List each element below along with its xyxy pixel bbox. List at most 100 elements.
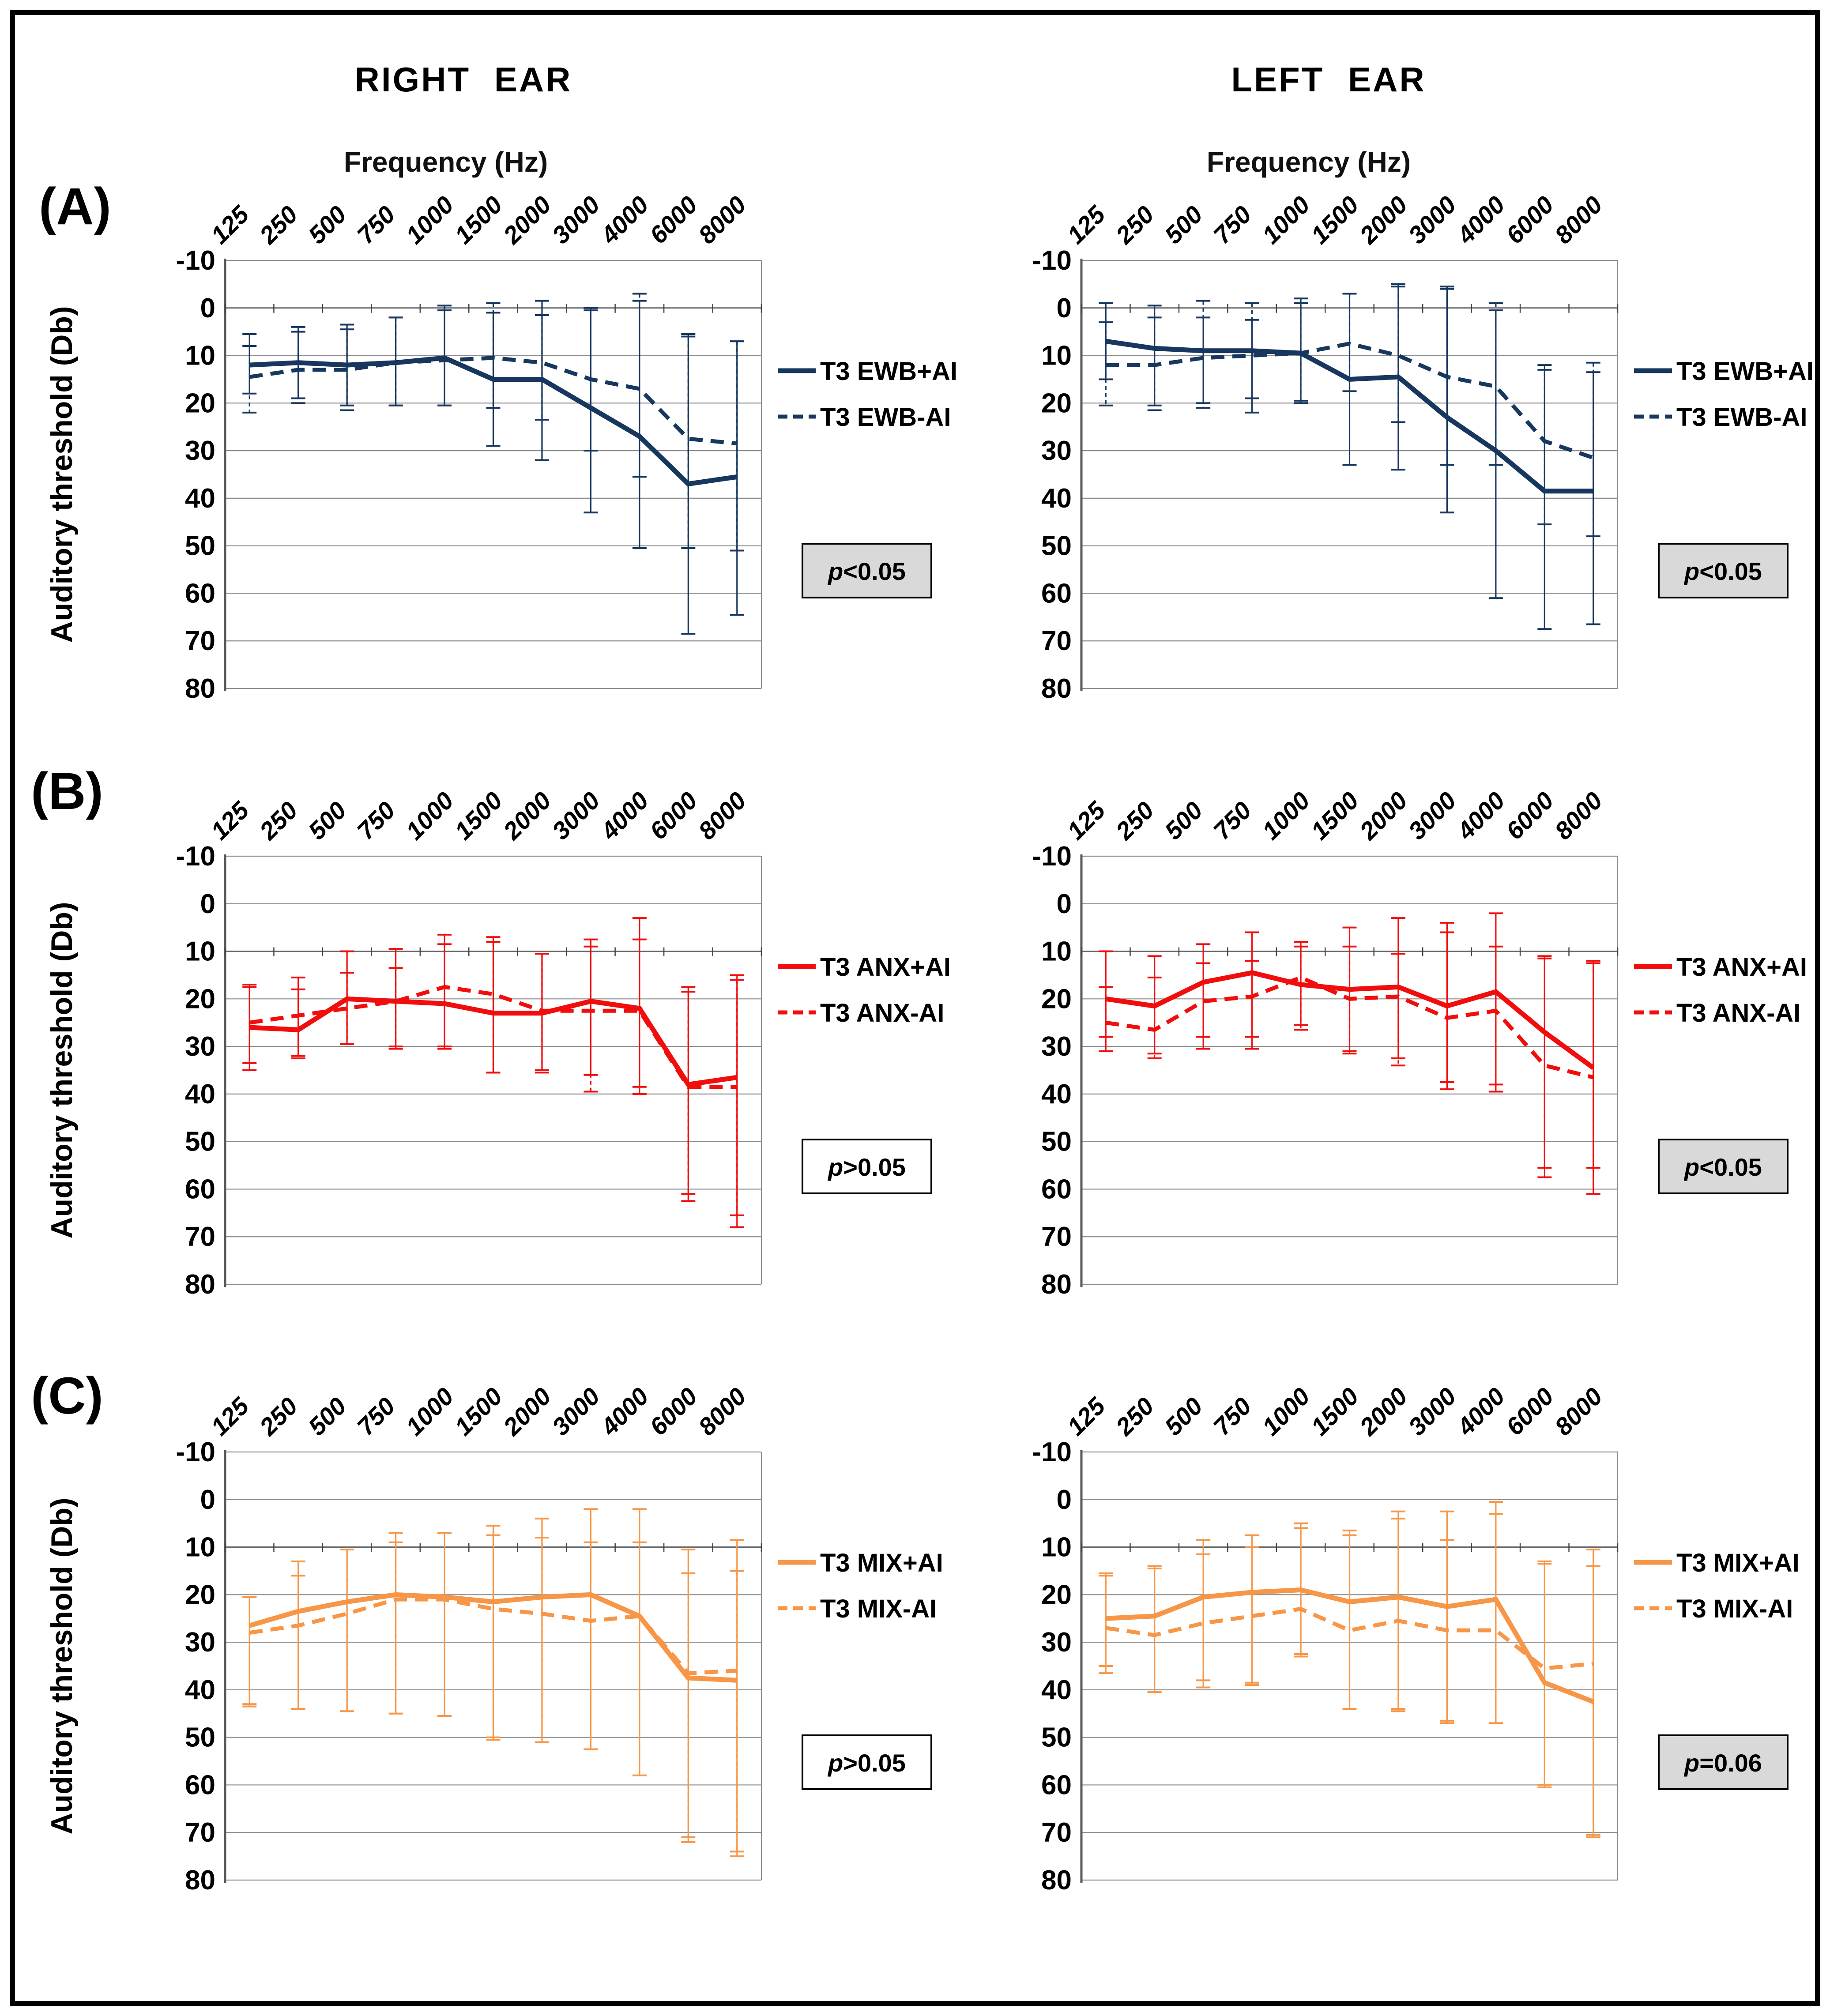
svg-text:10: 10 — [1041, 341, 1072, 371]
svg-text:T3 MIX+AI: T3 MIX+AI — [1676, 1549, 1800, 1577]
svg-text:2000: 2000 — [497, 191, 556, 249]
svg-text:2000: 2000 — [497, 786, 556, 845]
y-tick-labels: -10 0 10 20 30 40 50 60 70 80 — [1032, 841, 1072, 1300]
svg-text:250: 250 — [1110, 1392, 1159, 1441]
series-line-t3-anx-ai — [249, 985, 737, 1089]
svg-text:2000: 2000 — [497, 1382, 556, 1441]
svg-text:p<0.05: p<0.05 — [1683, 1153, 1762, 1181]
series-line-t3-ewb-ai — [1106, 342, 1594, 460]
svg-text:20: 20 — [1041, 388, 1072, 418]
series-line-t3-mix+ai — [249, 1592, 738, 1683]
y-axis-title-row-b: Auditory threshold (Db) — [45, 902, 79, 1239]
svg-text:250: 250 — [1110, 796, 1159, 845]
svg-text:40: 40 — [1041, 1675, 1072, 1705]
svg-text:T3 ANX+AI: T3 ANX+AI — [820, 953, 951, 982]
svg-text:70: 70 — [185, 1222, 215, 1252]
svg-text:60: 60 — [1041, 1174, 1072, 1204]
svg-text:40: 40 — [185, 483, 215, 514]
svg-text:60: 60 — [1041, 1770, 1072, 1800]
svg-text:4000: 4000 — [1451, 1382, 1510, 1441]
svg-text:50: 50 — [1041, 531, 1072, 561]
svg-text:20: 20 — [1041, 1580, 1072, 1610]
gridlines — [1081, 855, 1618, 1285]
y-tick-labels: -10 0 10 20 30 40 50 60 70 80 — [176, 841, 215, 1300]
y-tick-labels: -10 0 10 20 30 40 50 60 70 80 — [176, 245, 215, 704]
svg-text:125: 125 — [1062, 796, 1111, 845]
series-line-t3-anx-ai — [1105, 975, 1594, 1079]
chart-b-left-ear: 125 250 500 750 1000150020003000400060008000… — [1032, 786, 1807, 1300]
figure-border — [10, 10, 1820, 2006]
svg-text:60: 60 — [1041, 578, 1072, 609]
svg-text:750: 750 — [352, 200, 401, 249]
svg-text:3000: 3000 — [1403, 191, 1461, 249]
svg-text:1000: 1000 — [400, 191, 459, 249]
svg-text:125: 125 — [205, 1392, 254, 1441]
svg-text:40: 40 — [185, 1079, 215, 1110]
svg-text:p=0.06: p=0.06 — [1683, 1749, 1762, 1777]
chart-a-right-ear: 125 250 500 750 1000150020003000400060008000… — [176, 191, 957, 704]
svg-text:-10: -10 — [176, 841, 215, 872]
svg-text:70: 70 — [1041, 1222, 1072, 1252]
legend: T3 ANX+AI T3 ANX-AI — [1634, 953, 1807, 1027]
svg-text:250: 250 — [254, 796, 303, 845]
x-tick-marks — [1081, 304, 1619, 313]
chart-c-right-ear: 125 250 500 750 1000150020003000400060008000… — [176, 1382, 943, 1896]
svg-text:T3 EWB+AI: T3 EWB+AI — [1676, 357, 1814, 386]
svg-text:40: 40 — [1041, 1079, 1072, 1110]
svg-text:3000: 3000 — [546, 191, 605, 249]
legend: T3 MIX+AI T3 MIX-AI — [778, 1549, 943, 1623]
svg-text:2000: 2000 — [1354, 1382, 1412, 1441]
svg-text:8000: 8000 — [693, 786, 752, 845]
svg-text:10: 10 — [1041, 1532, 1072, 1563]
svg-text:1500: 1500 — [1305, 786, 1364, 845]
svg-text:p>0.05: p>0.05 — [827, 1153, 906, 1181]
svg-text:125: 125 — [205, 796, 254, 845]
x-tick-marks — [224, 1543, 762, 1552]
svg-text:8000: 8000 — [693, 191, 752, 249]
error-bars-t3-ewb+ai — [1099, 283, 1600, 630]
svg-text:250: 250 — [254, 200, 303, 249]
svg-text:500: 500 — [303, 1392, 352, 1441]
legend: T3 EWB+AI T3 EWB-AI — [1634, 357, 1814, 432]
svg-text:750: 750 — [1208, 200, 1257, 249]
svg-text:1000: 1000 — [1257, 191, 1315, 249]
svg-text:T3 ANX-AI: T3 ANX-AI — [820, 999, 944, 1027]
svg-text:1500: 1500 — [1305, 191, 1364, 249]
svg-text:70: 70 — [185, 1817, 215, 1848]
svg-text:10: 10 — [185, 937, 215, 967]
svg-text:6000: 6000 — [1500, 1382, 1559, 1441]
panel-label-c: (C) — [31, 1367, 103, 1425]
p-value-box: p<0.05 — [802, 543, 932, 598]
svg-text:1500: 1500 — [449, 1382, 508, 1441]
svg-text:20: 20 — [185, 1580, 215, 1610]
y-tick-labels: -10 0 10 20 30 40 50 60 70 80 — [1032, 1437, 1072, 1896]
series-line-t3-ewb+ai — [249, 355, 738, 487]
svg-text:8000: 8000 — [1549, 191, 1608, 249]
svg-text:4000: 4000 — [1451, 191, 1510, 249]
svg-text:80: 80 — [185, 673, 215, 704]
x-axis-title-right: Frequency (Hz) — [343, 146, 548, 178]
svg-text:50: 50 — [185, 1723, 215, 1753]
svg-text:6000: 6000 — [644, 1382, 703, 1441]
svg-text:4000: 4000 — [595, 191, 654, 249]
svg-text:125: 125 — [205, 200, 254, 249]
svg-text:80: 80 — [185, 1269, 215, 1300]
error-bars-t3-anx-ai — [242, 938, 744, 1216]
svg-text:60: 60 — [185, 1770, 215, 1800]
column-title-left-ear: LEFT EAR — [1231, 60, 1426, 99]
error-bars-t3-mix+ai — [242, 1508, 744, 1858]
svg-text:250: 250 — [254, 1392, 303, 1441]
svg-text:0: 0 — [1057, 293, 1072, 323]
svg-text:-10: -10 — [176, 245, 215, 276]
svg-text:60: 60 — [185, 1174, 215, 1204]
svg-text:250: 250 — [1110, 200, 1159, 249]
legend: T3 ANX+AI T3 ANX-AI — [778, 953, 951, 1027]
y-axis-title-row-a: Auditory threshold (Db) — [45, 306, 79, 643]
svg-text:125: 125 — [1062, 1392, 1111, 1441]
x-tick-marks — [1081, 1543, 1619, 1552]
svg-text:1500: 1500 — [1305, 1382, 1364, 1441]
error-bars-t3-ewb-ai — [242, 293, 744, 552]
svg-text:30: 30 — [1041, 1031, 1072, 1062]
svg-text:70: 70 — [1041, 1817, 1072, 1848]
